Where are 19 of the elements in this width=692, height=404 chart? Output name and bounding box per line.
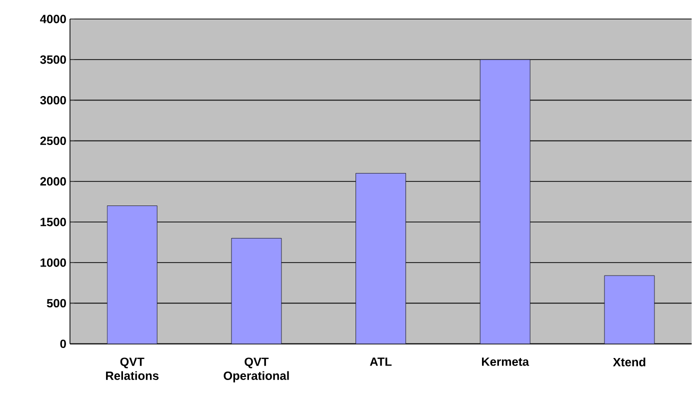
y-tick-label: 4000 (40, 14, 66, 24)
x-tick-label: QVT Relations (106, 358, 159, 380)
y-tick-label: 1500 (40, 218, 66, 226)
y-tick-label: 2500 (40, 136, 66, 146)
x-tick-label: QVT Operational (224, 358, 289, 382)
y-tick-label: 3500 (40, 55, 66, 64)
y-tick-label: 500 (46, 299, 66, 308)
y-tick-label: 3000 (40, 96, 66, 105)
bar (356, 173, 406, 344)
bar (231, 238, 282, 344)
x-tick-label: Kermeta (482, 358, 530, 366)
bar (106, 206, 158, 344)
y-tick-label: 2000 (40, 177, 66, 186)
y-tick-label: 0 (60, 340, 66, 348)
x-tick-label: ATL (370, 358, 392, 366)
x-tick-label: Xtend (612, 358, 646, 366)
bar (604, 276, 655, 344)
bar (480, 60, 530, 344)
y-tick-label: 1000 (40, 258, 66, 267)
